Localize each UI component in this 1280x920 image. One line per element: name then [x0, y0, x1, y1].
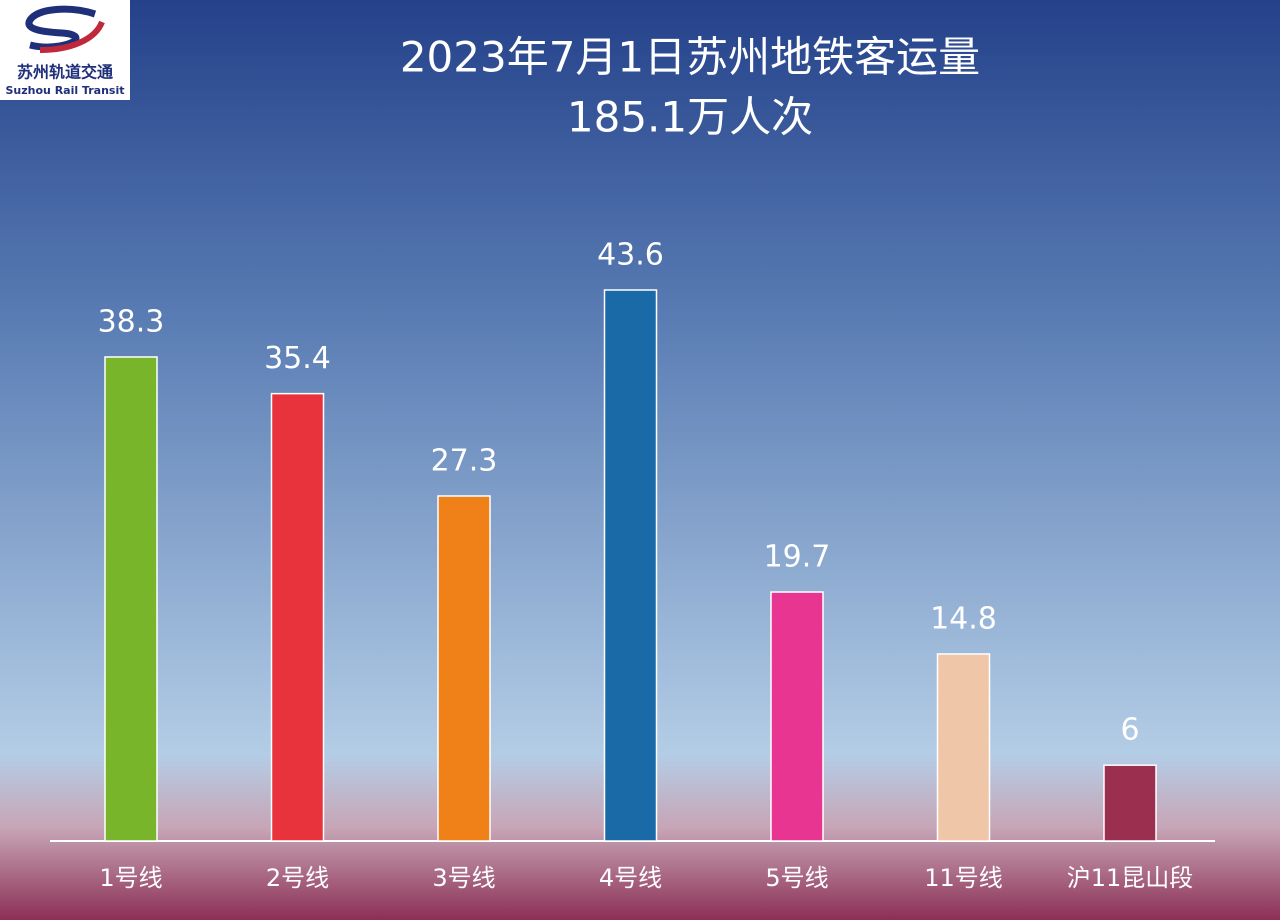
value-label: 27.3 [431, 443, 498, 478]
logo: 苏州轨道交通 Suzhou Rail Transit [0, 0, 130, 100]
value-label: 43.6 [597, 238, 664, 273]
x-tick-label: 2号线 [266, 864, 329, 892]
logo-english: Suzhou Rail Transit [5, 84, 124, 97]
bar [936, 653, 991, 842]
chart-title: 2023年7月1日苏州地铁客运量 [400, 33, 980, 82]
bar [437, 495, 491, 842]
x-tick-label: 沪11昆山段 [1067, 864, 1194, 892]
x-tick-label: 1号线 [99, 864, 162, 892]
value-label: 14.8 [930, 601, 997, 636]
bar [270, 392, 325, 842]
x-tick-label: 3号线 [432, 864, 495, 892]
bar [104, 356, 158, 842]
value-label: 6 [1120, 713, 1139, 748]
x-tick-label: 11号线 [924, 864, 1003, 892]
logo-mark [39, 20, 105, 53]
bar [770, 591, 824, 842]
value-label: 38.3 [98, 304, 165, 339]
bar [603, 289, 658, 842]
bar [1103, 764, 1157, 842]
logo-name: 苏州轨道交通 [17, 63, 113, 82]
value-label: 35.4 [264, 341, 331, 376]
value-label: 19.7 [764, 540, 831, 575]
chart-subtitle: 185.1万人次 [567, 93, 813, 142]
x-tick-label: 5号线 [765, 864, 828, 892]
x-tick-label: 4号线 [599, 864, 662, 892]
